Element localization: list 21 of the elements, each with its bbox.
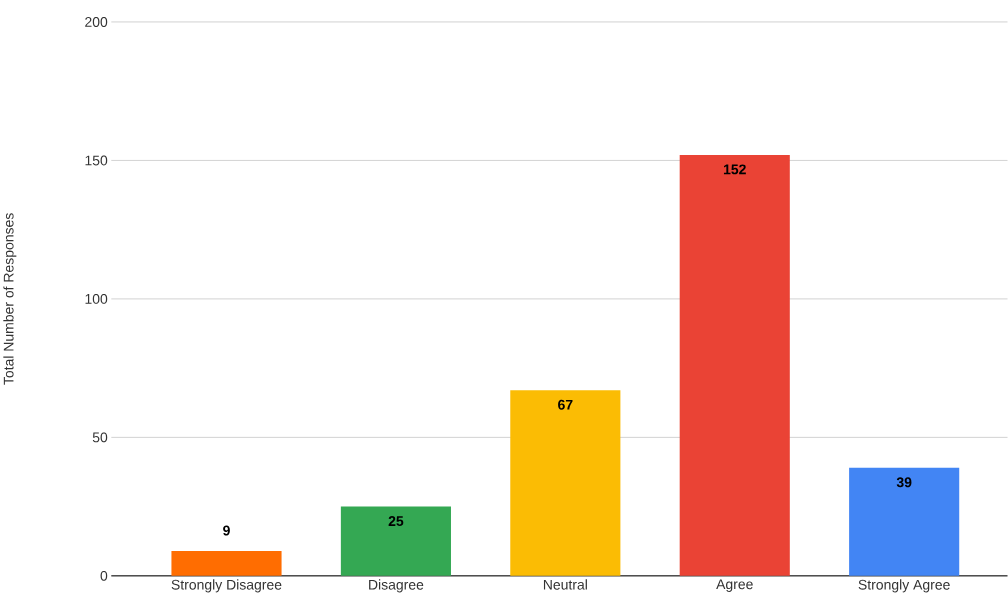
y-tick-label: 50 — [92, 432, 108, 443]
y-tick-label: 150 — [85, 155, 108, 166]
data-label: 152 — [723, 164, 746, 175]
x-tick-label: Neutral — [543, 579, 587, 590]
bar — [171, 551, 282, 576]
bar — [679, 155, 790, 576]
data-label: 39 — [896, 477, 912, 488]
y-axis-title: Total Number of Responses — [3, 213, 17, 385]
x-tick-label: Agree — [716, 579, 753, 592]
data-label: 25 — [388, 516, 404, 527]
bar — [849, 467, 960, 576]
y-tick-label: 200 — [85, 17, 108, 28]
x-tick-label: Disagree — [369, 579, 424, 593]
x-tick-label: Strongly Disagree — [171, 579, 282, 593]
y-tick-label: 100 — [85, 294, 108, 304]
bar — [340, 506, 451, 576]
y-tick-label: 0 — [100, 571, 108, 581]
data-label: 9 — [223, 525, 230, 536]
data-label: 67 — [558, 399, 573, 410]
bar — [510, 390, 621, 576]
x-tick-label: Strongly Agree — [858, 579, 950, 593]
